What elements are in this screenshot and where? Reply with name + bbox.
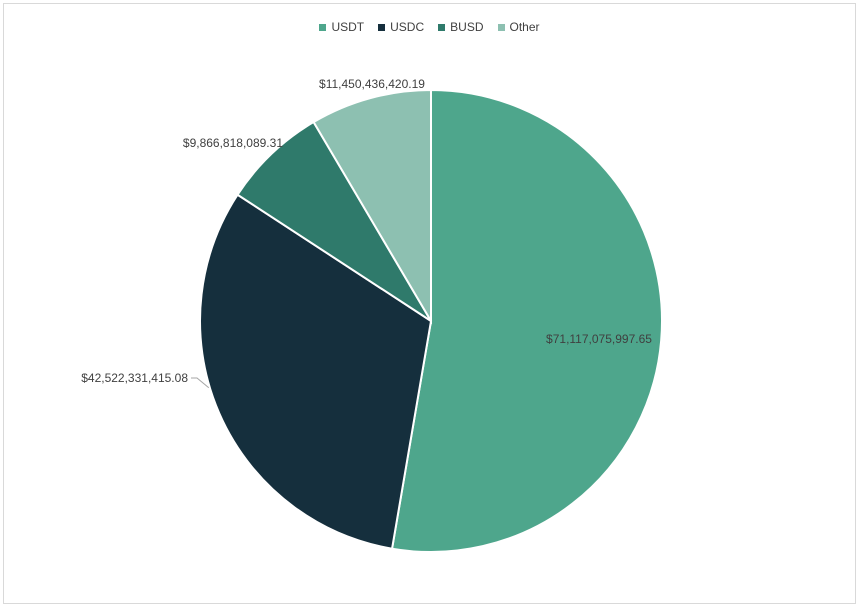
data-label-other: $11,450,436,420.19 bbox=[319, 77, 425, 91]
legend-item-other: Other bbox=[497, 20, 540, 34]
legend-swatch-other bbox=[497, 23, 505, 31]
legend-swatch-busd bbox=[438, 23, 446, 31]
legend-label-usdc: USDC bbox=[390, 20, 425, 34]
legend-item-busd: BUSD bbox=[438, 20, 484, 34]
data-label-busd: $9,866,818,089.31 bbox=[183, 136, 283, 150]
legend-item-usdt: USDT bbox=[319, 20, 364, 34]
pie-slice-usdt bbox=[390, 88, 663, 553]
pie-slice-other bbox=[312, 88, 432, 325]
legend-label-usdt: USDT bbox=[331, 20, 365, 34]
legend-swatch-usdt bbox=[319, 23, 327, 31]
legend-item-usdc: USDC bbox=[378, 20, 424, 34]
leader-line-usdc bbox=[191, 377, 210, 389]
data-label-usdc: $42,522,331,415.08 bbox=[81, 371, 188, 385]
legend-label-other: Other bbox=[509, 20, 540, 34]
data-label-usdt: $71,117,075,997.65 bbox=[546, 332, 652, 346]
pie-slice-usdc bbox=[199, 193, 433, 550]
chart-legend: USDT USDC BUSD Other bbox=[4, 20, 855, 34]
legend-swatch-usdc bbox=[378, 23, 386, 31]
pie-slice-busd bbox=[236, 120, 432, 322]
legend-label-busd: BUSD bbox=[450, 20, 484, 34]
